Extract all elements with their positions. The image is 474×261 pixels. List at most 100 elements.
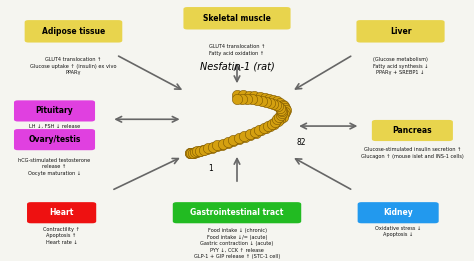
Point [191, 150, 198, 154]
Point [214, 143, 221, 147]
Text: Contractility ↑
Apoptosis ↑
Heart rate ↓: Contractility ↑ Apoptosis ↑ Heart rate ↓ [43, 227, 80, 245]
Point [209, 145, 217, 149]
Point [274, 119, 282, 123]
Point [241, 135, 248, 139]
Text: GLUT4 translocation ↑
Glucose uptake ↑ (insulin) ex vivo
PPARγ: GLUT4 translocation ↑ Glucose uptake ↑ (… [30, 57, 117, 75]
Point [257, 128, 264, 133]
Point [256, 95, 264, 99]
Text: 82: 82 [296, 138, 306, 147]
Point [246, 132, 253, 137]
FancyBboxPatch shape [183, 7, 291, 29]
Text: Glucose-stimulated insulin secretion ↑
Glucagon ↑ (mouse islet and INS-1 cells): Glucose-stimulated insulin secretion ↑ G… [361, 147, 464, 159]
Point [233, 93, 241, 97]
Point [193, 150, 201, 154]
Point [251, 130, 258, 134]
Point [271, 120, 279, 124]
Text: Nesfatin-1 (rat): Nesfatin-1 (rat) [200, 62, 274, 72]
Point [278, 109, 286, 114]
Text: GLUT4 translocation ↑
Fatty acid oxidation ↑: GLUT4 translocation ↑ Fatty acid oxidati… [209, 44, 265, 56]
Point [270, 98, 277, 102]
Point [281, 104, 288, 109]
Point [245, 94, 253, 98]
Text: (Glucose metabolism)
Fatty acid synthesis ↓
PPARγ + SREBP1 ↓: (Glucose metabolism) Fatty acid synthesi… [373, 57, 428, 75]
Point [270, 121, 278, 126]
Text: Skeletal muscle: Skeletal muscle [203, 14, 271, 23]
Point [204, 147, 211, 151]
Text: LH ↓, FSH ↓ release: LH ↓, FSH ↓ release [29, 124, 80, 129]
Point [268, 122, 275, 126]
Text: Heart: Heart [49, 208, 74, 217]
Text: Pancreas: Pancreas [392, 126, 432, 135]
Point [239, 93, 246, 98]
Point [279, 103, 286, 107]
Point [278, 111, 285, 115]
FancyBboxPatch shape [27, 202, 96, 223]
Point [273, 103, 280, 107]
Point [255, 128, 263, 132]
Text: Gastrointestinal tract: Gastrointestinal tract [191, 208, 283, 217]
FancyBboxPatch shape [356, 20, 445, 43]
Point [276, 101, 284, 105]
Point [282, 106, 289, 110]
FancyBboxPatch shape [173, 202, 301, 223]
Point [258, 99, 265, 103]
Point [189, 151, 196, 155]
Point [265, 97, 273, 101]
Point [254, 98, 261, 102]
Point [281, 112, 288, 117]
Text: Liver: Liver [390, 27, 411, 36]
Point [235, 136, 243, 140]
Point [251, 94, 258, 98]
Point [187, 151, 195, 155]
Point [282, 110, 289, 114]
Point [270, 102, 277, 106]
Point [187, 151, 194, 156]
Point [240, 134, 248, 139]
Text: 1: 1 [209, 164, 213, 173]
Point [193, 149, 201, 153]
Point [273, 99, 281, 104]
Text: Food intake ↓ (chronic)
Food intake ↓/= (acute)
Gastric contraction ↓ (acute)
PY: Food intake ↓ (chronic) Food intake ↓/= … [194, 228, 280, 259]
Point [262, 126, 269, 130]
FancyBboxPatch shape [14, 100, 95, 122]
Point [261, 96, 269, 100]
Point [277, 108, 285, 112]
Point [233, 97, 241, 101]
Text: Pituitary: Pituitary [36, 106, 73, 115]
Point [249, 97, 256, 102]
Point [224, 141, 231, 145]
Text: Ovary/testis: Ovary/testis [28, 135, 81, 144]
Point [274, 104, 282, 109]
Point [186, 151, 194, 156]
Point [246, 133, 254, 137]
Point [264, 124, 272, 128]
Point [277, 113, 285, 117]
FancyBboxPatch shape [372, 120, 453, 141]
Point [188, 151, 196, 155]
Point [224, 140, 232, 144]
FancyBboxPatch shape [14, 129, 95, 150]
Point [276, 106, 284, 110]
Point [219, 142, 227, 146]
Point [200, 147, 208, 152]
FancyBboxPatch shape [357, 202, 439, 223]
Point [244, 97, 251, 101]
Point [266, 100, 273, 105]
Point [282, 108, 290, 112]
Point [190, 150, 198, 155]
Point [252, 130, 259, 135]
FancyBboxPatch shape [25, 20, 122, 43]
Point [235, 137, 243, 141]
Point [229, 138, 237, 143]
Point [200, 148, 207, 152]
Point [219, 143, 226, 147]
Point [187, 151, 195, 155]
Point [213, 144, 221, 148]
Point [262, 99, 270, 104]
Point [260, 126, 268, 130]
Text: Kidney: Kidney [383, 208, 413, 217]
Point [279, 115, 287, 119]
Point [196, 149, 203, 153]
Text: Oxidative stress ↓
Apoptosis ↓: Oxidative stress ↓ Apoptosis ↓ [375, 226, 421, 237]
Point [277, 117, 284, 121]
